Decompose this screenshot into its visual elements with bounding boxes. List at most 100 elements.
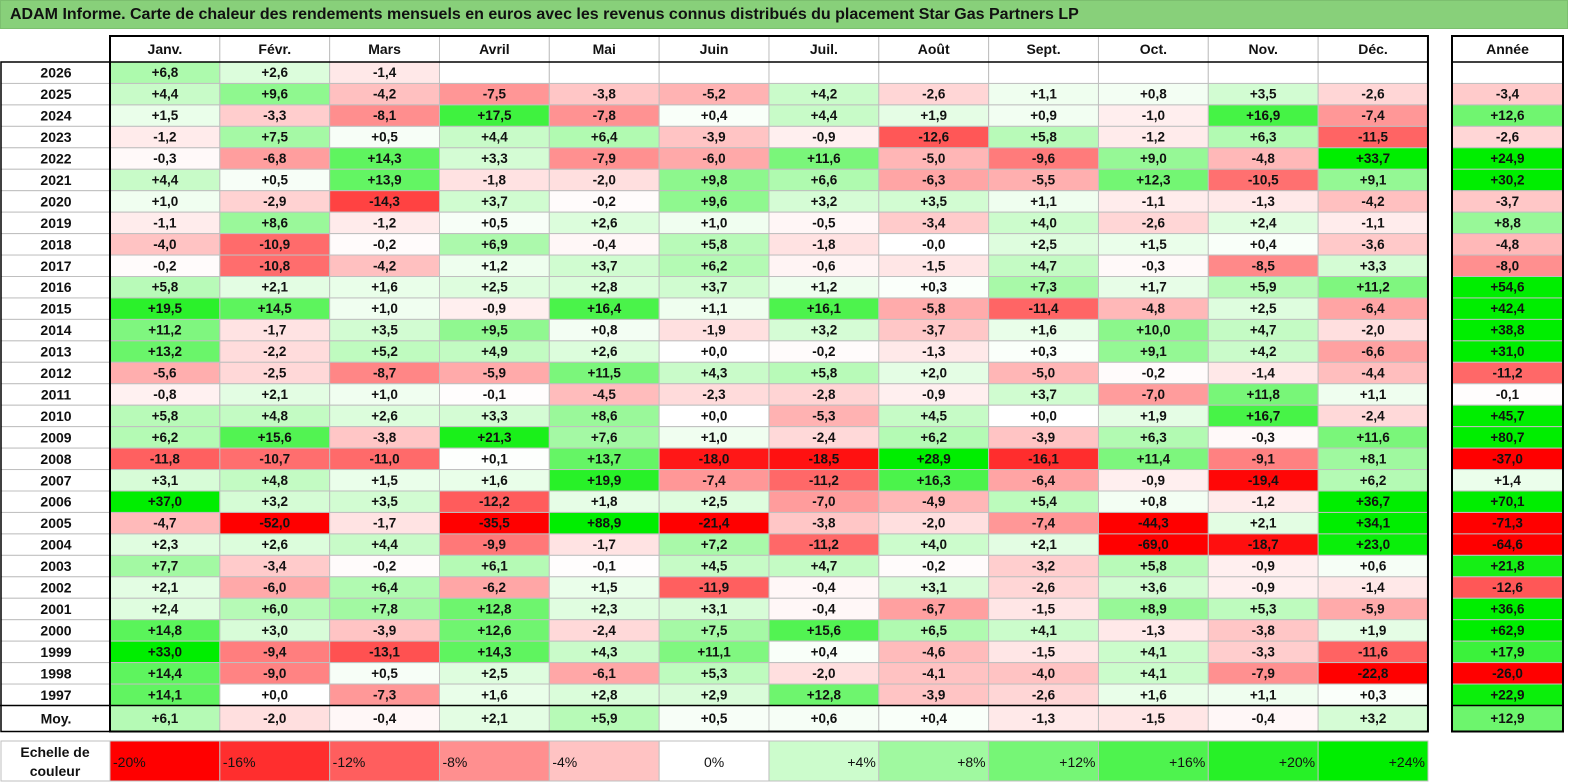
- heatmap-cell-value: +3,3: [481, 151, 508, 166]
- heatmap-cell-value: -13,1: [369, 644, 400, 659]
- year-total-value: -2,6: [1496, 130, 1520, 145]
- month-header-label: Juil.: [810, 41, 838, 57]
- year-total-value: -8,0: [1496, 258, 1519, 273]
- heatmap-cell-value: -4,4: [1361, 366, 1385, 381]
- heatmap-cell-value: +12,3: [1136, 172, 1171, 187]
- heatmap-cell-value: +21,3: [477, 430, 512, 445]
- heatmap-cell-value: -1,3: [922, 344, 946, 359]
- heatmap-cell-value: -3,8: [373, 430, 397, 445]
- scale-swatch-label: +12%: [1059, 754, 1095, 770]
- heatmap-cell-value: -4,2: [373, 258, 396, 273]
- scale-swatch: [548, 740, 660, 782]
- year-total-value: +45,7: [1490, 408, 1524, 423]
- heatmap-cell-value: +3,2: [811, 323, 838, 338]
- heatmap-cell-value: +3,7: [481, 194, 508, 209]
- heatmap-cell-value: -5,0: [1032, 366, 1055, 381]
- heatmap-cell-value: +5,9: [1250, 280, 1277, 295]
- heatmap-cell-value: +2,4: [1250, 215, 1277, 230]
- heatmap-cell-value: +5,8: [1140, 559, 1167, 574]
- heatmap-cell-value: +15,6: [807, 623, 842, 638]
- heatmap-cell-value: +0,8: [1140, 87, 1167, 102]
- heatmap-cell-value: -1,8: [483, 172, 507, 187]
- heatmap-cell-value: +0,5: [371, 130, 398, 145]
- heatmap-cell-value: +1,1: [1250, 687, 1277, 702]
- heatmap-cell-value: -7,8: [593, 108, 617, 123]
- heatmap-cell-value: +11,1: [697, 644, 731, 659]
- heatmap-cell-value: +11,6: [1356, 430, 1390, 445]
- heatmap-cell-value: +2,1: [261, 387, 288, 402]
- heatmap-cell-value: -8,5: [1252, 258, 1276, 273]
- heatmap-cell-value: +6,0: [261, 601, 288, 616]
- heatmap-cell-value: +1,9: [1360, 623, 1387, 638]
- heatmap-cell: [988, 61, 1099, 84]
- scale-swatch: [329, 740, 440, 782]
- year-label-border: [0, 61, 111, 733]
- heatmap-cell-value: +28,9: [917, 451, 951, 466]
- row-year-label: 2010: [40, 408, 71, 424]
- heatmap-cell-value: +9,1: [1140, 344, 1167, 359]
- heatmap-cell-value: -1,2: [1142, 130, 1165, 145]
- heatmap-cell-value: -4,7: [153, 516, 176, 531]
- heatmap-cell-value: -6,4: [1032, 473, 1056, 488]
- heatmap-cell-value: +6,2: [701, 258, 728, 273]
- heatmap-cell-value: +12,8: [477, 601, 512, 616]
- heatmap-cell-value: -3,3: [1252, 644, 1276, 659]
- heatmap-cell-value: -35,5: [479, 516, 510, 531]
- heatmap-cell-value: -0,4: [812, 601, 836, 616]
- year-total-value: +1,4: [1494, 473, 1521, 488]
- heatmap-cell-value: -8,1: [373, 108, 397, 123]
- heatmap-cell-value: -3,8: [812, 516, 836, 531]
- heatmap-cell-value: -1,2: [373, 215, 396, 230]
- heatmap-cell-value: -0,2: [812, 344, 835, 359]
- heatmap-cell-value: -0,2: [373, 237, 396, 252]
- month-header-label: Mars: [368, 41, 401, 57]
- month-header-label: Déc.: [1358, 41, 1388, 57]
- heatmap-cell-value: -2,6: [1142, 215, 1166, 230]
- heatmap-cell-value: -11,6: [1358, 644, 1389, 659]
- heatmap-cell-value: -3,9: [1032, 430, 1055, 445]
- heatmap-cell-value: -9,6: [1032, 151, 1056, 166]
- heatmap-cell-value: +14,5: [258, 301, 293, 316]
- heatmap-cell-value: -0,2: [153, 258, 176, 273]
- heatmap-cell-value: +37,0: [148, 494, 182, 509]
- month-header-cell: [548, 35, 660, 63]
- heatmap-cell-value: -3,6: [1361, 237, 1385, 252]
- heatmap-cell-value: -0,9: [1252, 580, 1275, 595]
- year-total-value: +42,4: [1490, 301, 1525, 316]
- row-year-label: 1997: [40, 687, 71, 703]
- heatmap-cell-value: +8,6: [591, 408, 618, 423]
- heatmap-cell-value: -4,8: [1142, 301, 1166, 316]
- heatmap-cell-value: -7,5: [483, 87, 507, 102]
- heatmap-cell-value: +2,6: [371, 408, 398, 423]
- heatmap-cell-value: +1,2: [481, 258, 508, 273]
- heatmap-cell-value: +0,3: [1360, 687, 1387, 702]
- heatmap-cell-value: +4,1: [1140, 666, 1167, 681]
- heatmap-cell-value: +4,3: [591, 644, 618, 659]
- heatmap-cell-value: -0,4: [593, 237, 617, 252]
- heatmap-cell-value: +0,6: [1360, 559, 1387, 574]
- heatmap-cell-value: +3,3: [481, 408, 508, 423]
- month-header-label: Août: [918, 41, 950, 57]
- heatmap-cell-value: +3,7: [1030, 387, 1057, 402]
- heatmap-cell-value: +13,7: [587, 451, 621, 466]
- month-header-label: Sept.: [1026, 41, 1060, 57]
- heatmap-cell-value: -11,4: [1029, 301, 1060, 316]
- heatmap-cell-value: +3,1: [152, 473, 179, 488]
- row-year-label: 2024: [40, 108, 71, 124]
- heatmap-cell-value: +0,4: [1250, 237, 1277, 252]
- heatmap-cell-value: +1,5: [591, 580, 618, 595]
- heatmap-cell-value: +88,9: [587, 516, 621, 531]
- heatmap-cell-value: +0,0: [701, 408, 728, 423]
- row-year-label: 2017: [40, 258, 71, 274]
- row-year-label: 2002: [40, 580, 71, 596]
- heatmap-cell-value: +4,8: [261, 473, 288, 488]
- heatmap-cell-value: -12,6: [918, 130, 949, 145]
- heatmap-cell-value: +1,9: [920, 108, 947, 123]
- heatmap-cell-value: -1,1: [1142, 194, 1166, 209]
- heatmap-cell-value: -11,5: [1358, 130, 1389, 145]
- heatmap-cell-value: -0,9: [812, 130, 835, 145]
- heatmap-cell-value: +6,2: [152, 430, 179, 445]
- year-total-value: +54,6: [1490, 280, 1525, 295]
- heatmap-cell-value: +4,5: [920, 408, 947, 423]
- heatmap-cell-value: +1,0: [371, 301, 398, 316]
